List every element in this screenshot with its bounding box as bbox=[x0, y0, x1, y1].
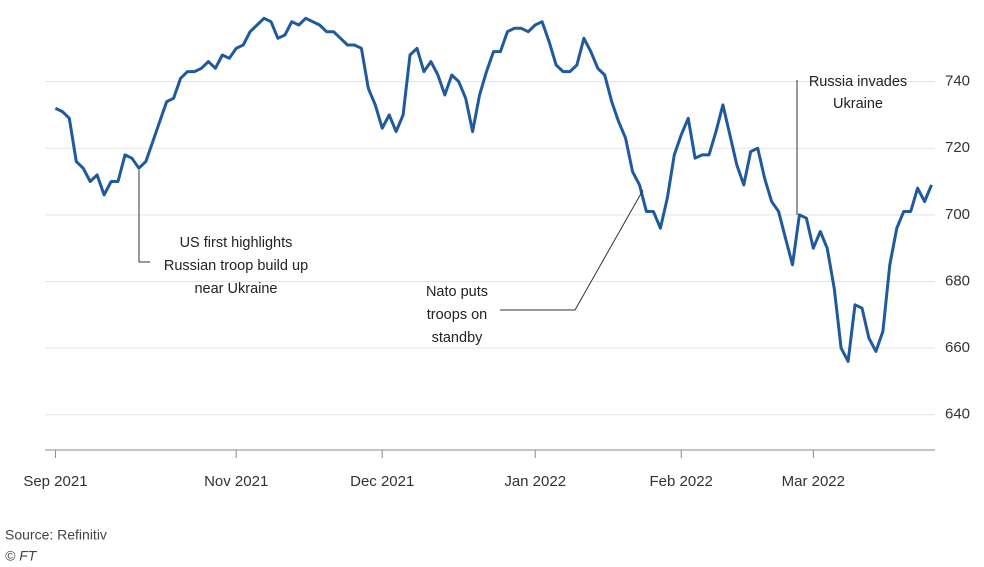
leader-line bbox=[500, 189, 644, 311]
x-tick-label: Mar 2022 bbox=[782, 473, 845, 490]
annotation: Russia invades bbox=[809, 74, 907, 90]
annotation: standby bbox=[432, 330, 484, 346]
x-tick-label: Sep 2021 bbox=[23, 473, 87, 490]
annotations: US first highlights Russian troop build … bbox=[138, 74, 907, 346]
annotation: US first highlights bbox=[180, 235, 293, 251]
leader-line bbox=[138, 170, 150, 263]
y-tick-label: 660 bbox=[945, 339, 970, 356]
line-series bbox=[54, 16, 933, 363]
y-tick-label: 720 bbox=[945, 139, 970, 156]
annotation: Ukraine bbox=[833, 96, 883, 112]
annotation: Russian troop build up bbox=[164, 258, 308, 274]
x-tick-label: Feb 2022 bbox=[650, 473, 713, 490]
plot: 640 660 680 700 720 740 Sep 2021 Nov 2021 Dec 20… bbox=[23, 16, 970, 490]
y-tick-label: 700 bbox=[945, 206, 970, 223]
x-tick-label: Jan 2022 bbox=[504, 473, 566, 490]
credit: © FT bbox=[5, 548, 38, 564]
source: Source: Refinitiv bbox=[5, 527, 107, 543]
x-tick-label: Nov 2021 bbox=[204, 473, 268, 490]
annotation: troops on bbox=[427, 307, 487, 323]
x-tick-label: Dec 2021 bbox=[350, 473, 414, 490]
y-tick-label: 740 bbox=[945, 73, 970, 90]
y-tick-label: 680 bbox=[945, 272, 970, 289]
annotation: Nato puts bbox=[426, 284, 488, 300]
y-tick-label: 640 bbox=[945, 406, 970, 423]
annotation: near Ukraine bbox=[194, 281, 277, 297]
